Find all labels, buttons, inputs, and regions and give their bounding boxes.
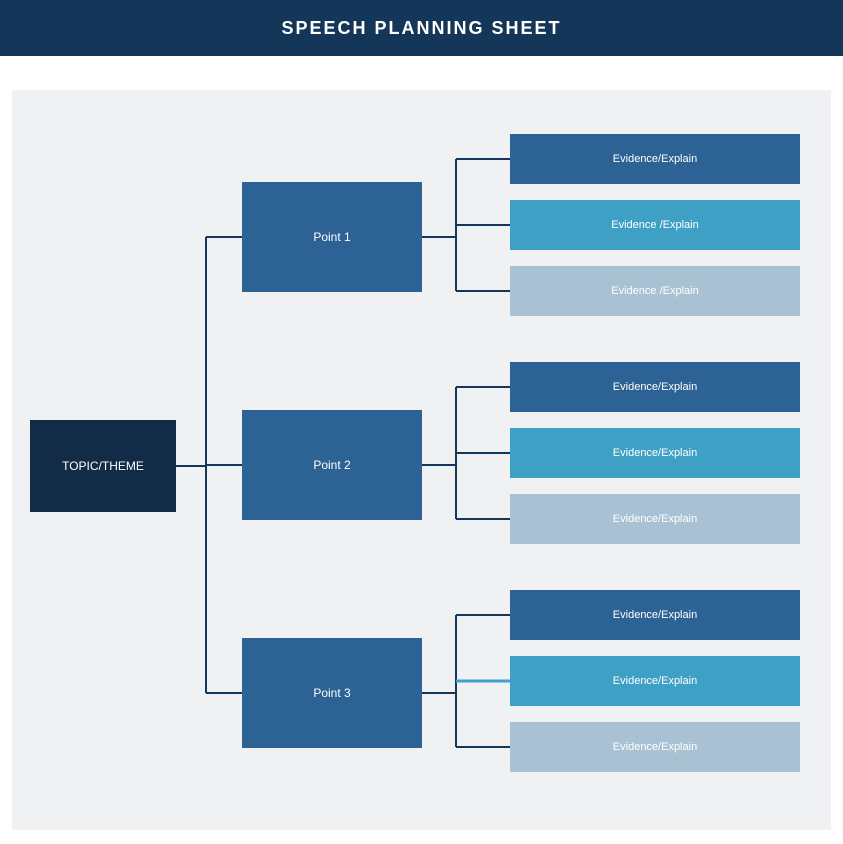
evidence-node-1-1: Evidence/Explain [510, 134, 800, 184]
root-node-label: TOPIC/THEME [62, 459, 144, 473]
point-node-1-label: Point 1 [313, 230, 350, 244]
evidence-node-2-3: Evidence/Explain [510, 494, 800, 544]
page-title: SPEECH PLANNING SHEET [281, 18, 561, 39]
evidence-node-1-3-label: Evidence /Explain [611, 285, 698, 297]
root-node: TOPIC/THEME [30, 420, 176, 512]
evidence-node-2-2-label: Evidence/Explain [613, 447, 697, 459]
evidence-node-2-1-label: Evidence/Explain [613, 381, 697, 393]
point-node-3-label: Point 3 [313, 686, 350, 700]
point-node-3: Point 3 [242, 638, 422, 748]
point-node-1: Point 1 [242, 182, 422, 292]
evidence-node-2-1: Evidence/Explain [510, 362, 800, 412]
evidence-node-3-3-label: Evidence/Explain [613, 741, 697, 753]
diagram-canvas: TOPIC/THEME Point 1 Evidence/Explain Eviden… [12, 90, 831, 830]
evidence-node-1-2: Evidence /Explain [510, 200, 800, 250]
page-header: SPEECH PLANNING SHEET [0, 0, 843, 56]
evidence-node-2-2: Evidence/Explain [510, 428, 800, 478]
evidence-node-3-1-label: Evidence/Explain [613, 609, 697, 621]
evidence-node-2-3-label: Evidence/Explain [613, 513, 697, 525]
evidence-node-3-2-label: Evidence/Explain [613, 675, 697, 687]
point-node-2-label: Point 2 [313, 458, 350, 472]
evidence-node-3-1: Evidence/Explain [510, 590, 800, 640]
evidence-node-3-3: Evidence/Explain [510, 722, 800, 772]
evidence-node-1-3: Evidence /Explain [510, 266, 800, 316]
point-node-2: Point 2 [242, 410, 422, 520]
evidence-node-1-2-label: Evidence /Explain [611, 219, 698, 231]
evidence-node-3-2: Evidence/Explain [510, 656, 800, 706]
evidence-node-1-1-label: Evidence/Explain [613, 153, 697, 165]
